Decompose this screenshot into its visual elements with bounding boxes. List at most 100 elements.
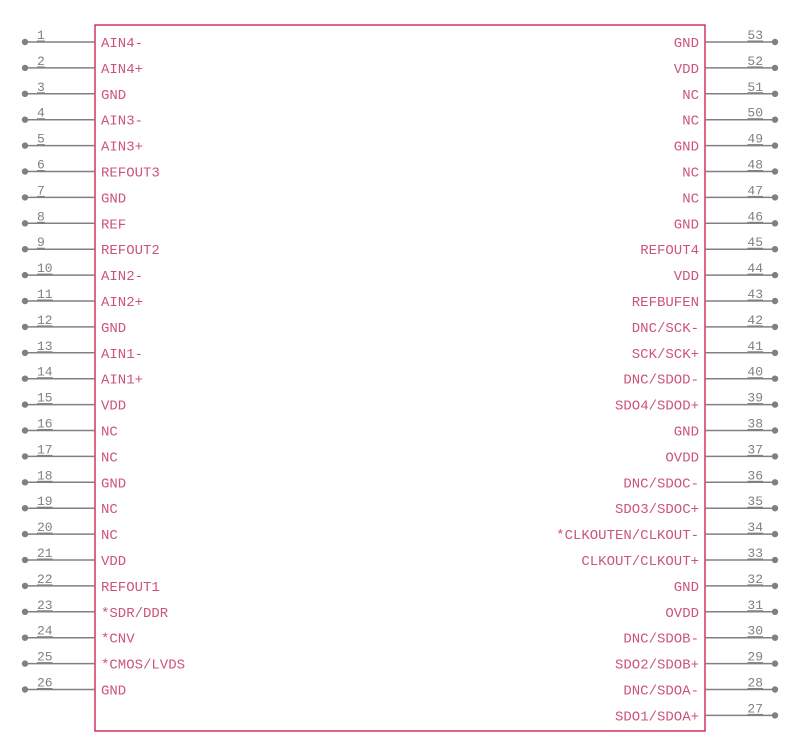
pin-terminal xyxy=(22,376,28,382)
pin-label: NC xyxy=(101,528,118,544)
pin-terminal xyxy=(22,272,28,278)
pin-label: REFOUT4 xyxy=(640,243,699,259)
pin-terminal xyxy=(772,557,778,563)
pin-label: REFOUT3 xyxy=(101,166,160,182)
pin-label: NC xyxy=(682,191,699,207)
pin-label: OVDD xyxy=(665,606,699,622)
pin-label: GND xyxy=(101,88,126,104)
pin-label: DNC/SDOB- xyxy=(623,632,699,648)
pin-label: VDD xyxy=(101,554,126,570)
pin-label: DNC/SDOA- xyxy=(623,684,699,700)
pin-terminal xyxy=(22,324,28,330)
pin-label: SDO2/SDOB+ xyxy=(615,658,699,674)
pin-terminal xyxy=(22,350,28,356)
pin-terminal xyxy=(22,117,28,123)
pin-terminal xyxy=(772,401,778,407)
pin-label: AIN3+ xyxy=(101,140,143,156)
pin-terminal xyxy=(22,531,28,537)
ic-pinout-diagram: 1AIN4-2AIN4+3GND4AIN3-5AIN3+6REFOUT37GND… xyxy=(0,0,800,746)
pin-label: AIN3- xyxy=(101,114,143,130)
pin-terminal xyxy=(772,65,778,71)
pin-terminal xyxy=(772,453,778,459)
pin-terminal xyxy=(22,427,28,433)
pin-label: GND xyxy=(674,580,699,596)
pin-label: AIN4+ xyxy=(101,62,143,78)
pin-terminal xyxy=(22,583,28,589)
pin-label: AIN4- xyxy=(101,36,143,52)
pin-terminal xyxy=(22,168,28,174)
pin-terminal xyxy=(772,39,778,45)
pin-terminal xyxy=(22,194,28,200)
pin-terminal xyxy=(22,39,28,45)
pin-label: AIN2- xyxy=(101,269,143,285)
pin-label: GND xyxy=(101,321,126,337)
pin-terminal xyxy=(772,531,778,537)
pin-label: CLKOUT/CLKOUT+ xyxy=(581,554,699,570)
pin-label: REFBUFEN xyxy=(632,295,699,311)
pin-terminal xyxy=(772,117,778,123)
pin-label: AIN1+ xyxy=(101,373,143,389)
pin-terminal xyxy=(772,712,778,718)
pin-terminal xyxy=(22,246,28,252)
pin-label: *CNV xyxy=(101,632,135,648)
pin-terminal xyxy=(772,479,778,485)
pin-terminal xyxy=(772,635,778,641)
pin-label: *CLKOUTEN/CLKOUT- xyxy=(556,528,699,544)
pin-terminal xyxy=(772,246,778,252)
pin-label: GND xyxy=(674,36,699,52)
pin-terminal xyxy=(772,272,778,278)
pin-terminal xyxy=(772,583,778,589)
pin-label: SDO1/SDOA+ xyxy=(615,709,699,725)
pin-label: SCK/SCK+ xyxy=(632,347,699,363)
pin-terminal xyxy=(22,453,28,459)
pin-label: NC xyxy=(682,114,699,130)
pin-label: NC xyxy=(682,166,699,182)
pin-terminal xyxy=(22,142,28,148)
pin-terminal xyxy=(772,142,778,148)
pin-terminal xyxy=(772,220,778,226)
pin-label: REFOUT2 xyxy=(101,243,160,259)
pin-label: VDD xyxy=(674,269,699,285)
pin-terminal xyxy=(772,427,778,433)
pin-terminal xyxy=(22,220,28,226)
pin-label: REFOUT1 xyxy=(101,580,160,596)
pin-label: VDD xyxy=(674,62,699,78)
pin-label: GND xyxy=(674,217,699,233)
pin-label: GND xyxy=(674,140,699,156)
pin-terminal xyxy=(772,686,778,692)
pin-label: AIN2+ xyxy=(101,295,143,311)
pin-terminal xyxy=(772,298,778,304)
pin-terminal xyxy=(22,660,28,666)
pin-label: DNC/SCK- xyxy=(632,321,699,337)
pin-terminal xyxy=(772,505,778,511)
pin-terminal xyxy=(22,91,28,97)
pin-label: GND xyxy=(674,425,699,441)
pin-label: SDO3/SDOC+ xyxy=(615,502,699,518)
pin-label: SDO4/SDOD+ xyxy=(615,399,699,415)
pin-terminal xyxy=(22,557,28,563)
pin-terminal xyxy=(772,609,778,615)
pin-terminal xyxy=(772,168,778,174)
pin-label: GND xyxy=(101,476,126,492)
pin-terminal xyxy=(772,350,778,356)
pin-label: REF xyxy=(101,217,126,233)
ic-body xyxy=(95,25,705,731)
pin-label: GND xyxy=(101,684,126,700)
pin-terminal xyxy=(22,505,28,511)
pin-terminal xyxy=(22,65,28,71)
pin-terminal xyxy=(772,376,778,382)
pin-label: OVDD xyxy=(665,450,699,466)
pin-terminal xyxy=(772,660,778,666)
pin-label: NC xyxy=(101,502,118,518)
pin-label: *SDR/DDR xyxy=(101,606,169,622)
pin-terminal xyxy=(772,194,778,200)
pin-label: AIN1- xyxy=(101,347,143,363)
pin-terminal xyxy=(22,479,28,485)
pin-label: NC xyxy=(101,450,118,466)
pin-label: DNC/SDOD- xyxy=(623,373,699,389)
pin-terminal xyxy=(22,609,28,615)
pin-label: DNC/SDOC- xyxy=(623,476,699,492)
pin-label: *CMOS/LVDS xyxy=(101,658,185,674)
pin-terminal xyxy=(22,686,28,692)
pin-label: VDD xyxy=(101,399,126,415)
